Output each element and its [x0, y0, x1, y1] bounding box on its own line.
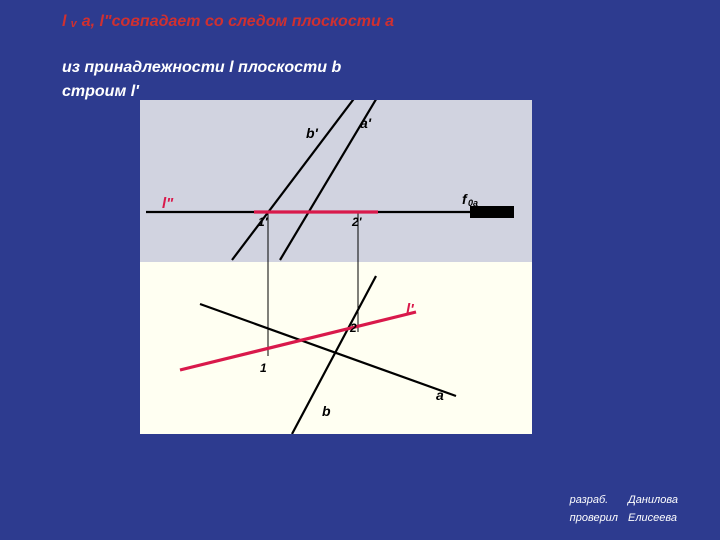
credit-role-2: проверил: [570, 510, 626, 526]
credits-block: разраб. Данилова проверил Елисеева: [568, 490, 688, 528]
caption-line-2: из принадлежности l плоскости b строим l…: [62, 56, 402, 104]
caption-line-1: l ᵥ а, l"совпадает со следом плоскости а: [62, 12, 394, 32]
line-l-bot: [180, 312, 416, 370]
label-a-top: a': [360, 115, 372, 131]
line-b-bot: [292, 276, 376, 434]
label-l-prime: l': [406, 301, 414, 318]
credit-name-1: Данилова: [628, 492, 686, 508]
label-2-top: 2': [351, 215, 363, 229]
label-b-top: b': [306, 125, 319, 141]
diagram-svg: l" l' 1' 2' b' a' f 0a 1 2 b a: [140, 100, 532, 434]
credit-role-1: разраб.: [570, 492, 626, 508]
label-l-double-prime: l": [162, 195, 174, 212]
label-f0a-sub: 0a: [468, 198, 478, 208]
credit-row-1: разраб. Данилова: [570, 492, 686, 508]
label-1-bot: 1: [260, 361, 267, 375]
label-a-bot: a: [436, 387, 444, 403]
label-b-bot: b: [322, 403, 331, 419]
credit-row-2: проверил Елисеева: [570, 510, 686, 526]
label-2-bot: 2: [349, 321, 357, 335]
label-1-top: 1': [258, 215, 269, 229]
line-a-bot: [200, 304, 456, 396]
credit-name-2: Елисеева: [628, 510, 686, 526]
